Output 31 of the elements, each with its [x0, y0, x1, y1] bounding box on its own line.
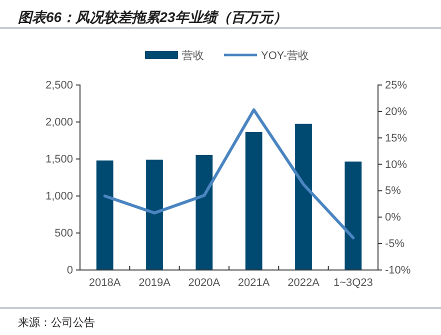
bar: [295, 124, 312, 270]
bar: [245, 132, 262, 270]
y-tick-label: 1,500: [45, 154, 73, 166]
chart-title: 图表66：风况较差拖累23年业绩（百万元）: [18, 9, 288, 25]
line-series: [103, 108, 355, 240]
x-tick-label: 2019A: [138, 276, 172, 289]
legend-label: 营收: [182, 49, 204, 62]
y-tick-label: 1,000: [45, 190, 73, 203]
y2-tick-label: 25%: [385, 80, 408, 92]
bar: [146, 160, 163, 270]
y2-tick-label: 15%: [385, 132, 408, 144]
bar: [96, 160, 114, 270]
y2-tick-label: -5%: [385, 238, 405, 250]
y2-tick-label: -10%: [385, 264, 411, 277]
bar: [344, 162, 362, 270]
x-tick-label: 2018A: [88, 276, 122, 289]
x-tick-label: 2021A: [238, 276, 270, 289]
bar: [196, 154, 213, 270]
y2-tick-label: 0%: [385, 212, 402, 224]
x-tick-label: 2020A: [188, 276, 221, 289]
x-tick-label: 1~3Q23: [333, 276, 373, 289]
y-tick-label: 500: [54, 228, 73, 240]
y-tick-label: 0: [66, 264, 73, 277]
y2-tick-label: 10%: [385, 158, 408, 171]
x-tick-label: 2022A: [288, 276, 320, 289]
legend-label: YOY-营收: [261, 49, 309, 62]
source-note: 来源：公司公告: [18, 316, 95, 329]
y2-tick-label: 20%: [385, 106, 408, 118]
y-tick-label: 2,500: [45, 80, 73, 92]
y2-tick-label: 5%: [385, 185, 402, 198]
y-tick-label: 2,000: [45, 116, 73, 129]
